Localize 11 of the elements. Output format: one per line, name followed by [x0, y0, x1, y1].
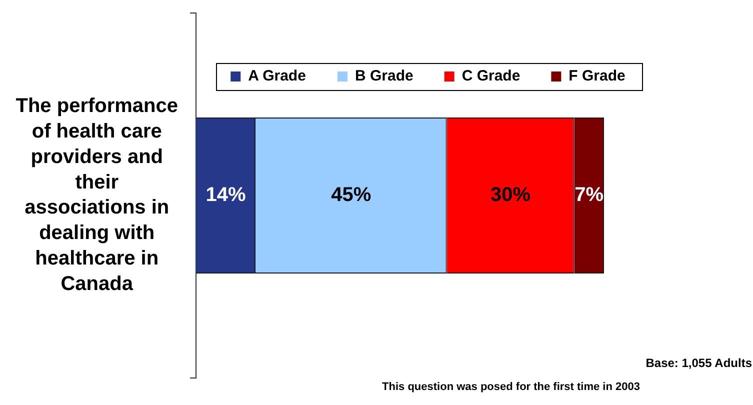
legend-label: A Grade [248, 68, 306, 85]
data-label: 14% [206, 184, 246, 206]
data-label: 45% [331, 184, 372, 206]
y-tick-label: The performance of health care providers and their associations in dealing with healthcare in Canada [16, 95, 178, 295]
text: This question was posed for the first time in 2003 [382, 380, 640, 394]
data-label: 7% [574, 184, 604, 206]
data-label: 30% [490, 184, 531, 206]
text: Base: 1,055 Adults [646, 356, 752, 370]
legend-label: B Grade [354, 68, 414, 85]
legend-label: C Grade [462, 68, 520, 85]
legend-label: F Grade [568, 68, 626, 85]
